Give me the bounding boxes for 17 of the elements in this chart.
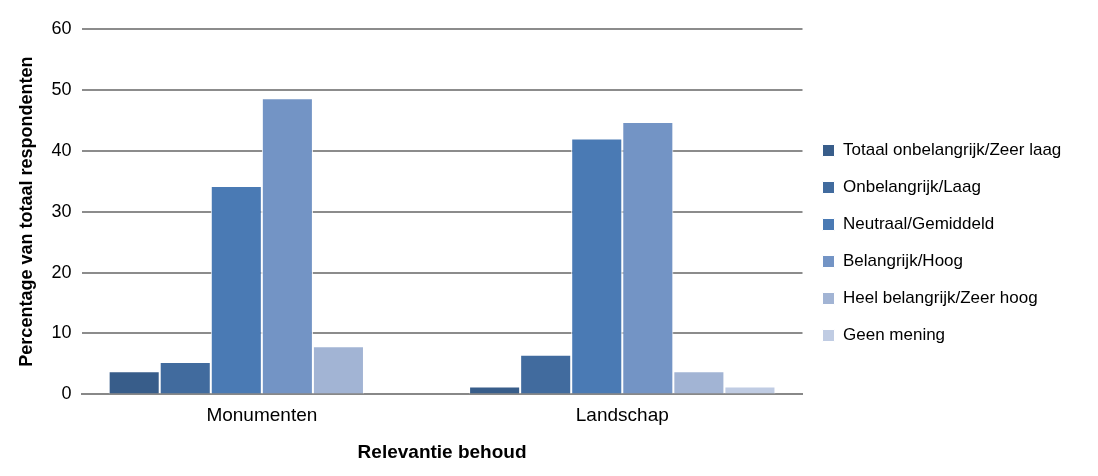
y-tick-label: 30 (51, 200, 72, 221)
legend-label: Neutraal/Gemiddeld (843, 214, 995, 234)
legend-label: Onbelangrijk/Laag (843, 177, 981, 197)
x-axis-title: Relevantie behoud (357, 440, 527, 462)
legend-label: Geen mening (843, 325, 946, 345)
legend-label: Totaal onbelangrijk/Zeer laag (843, 140, 1062, 160)
y-tick-label: 20 (51, 261, 72, 282)
x-tick-label: Monumenten (206, 404, 318, 426)
y-tick-label: 10 (51, 322, 72, 343)
y-axis-title: Percentage van totaal respondenten (15, 56, 36, 367)
x-tick-label: Landschap (575, 404, 669, 426)
y-tick-label: 50 (51, 78, 72, 99)
legend-label: Belangrijk/Hoog (843, 251, 964, 271)
legend-label: Heel belangrijk/Zeer hoog (843, 288, 1038, 308)
y-tick-label: 60 (51, 17, 72, 38)
y-tick-label: 40 (51, 139, 72, 160)
y-tick-label: 0 (61, 383, 72, 404)
